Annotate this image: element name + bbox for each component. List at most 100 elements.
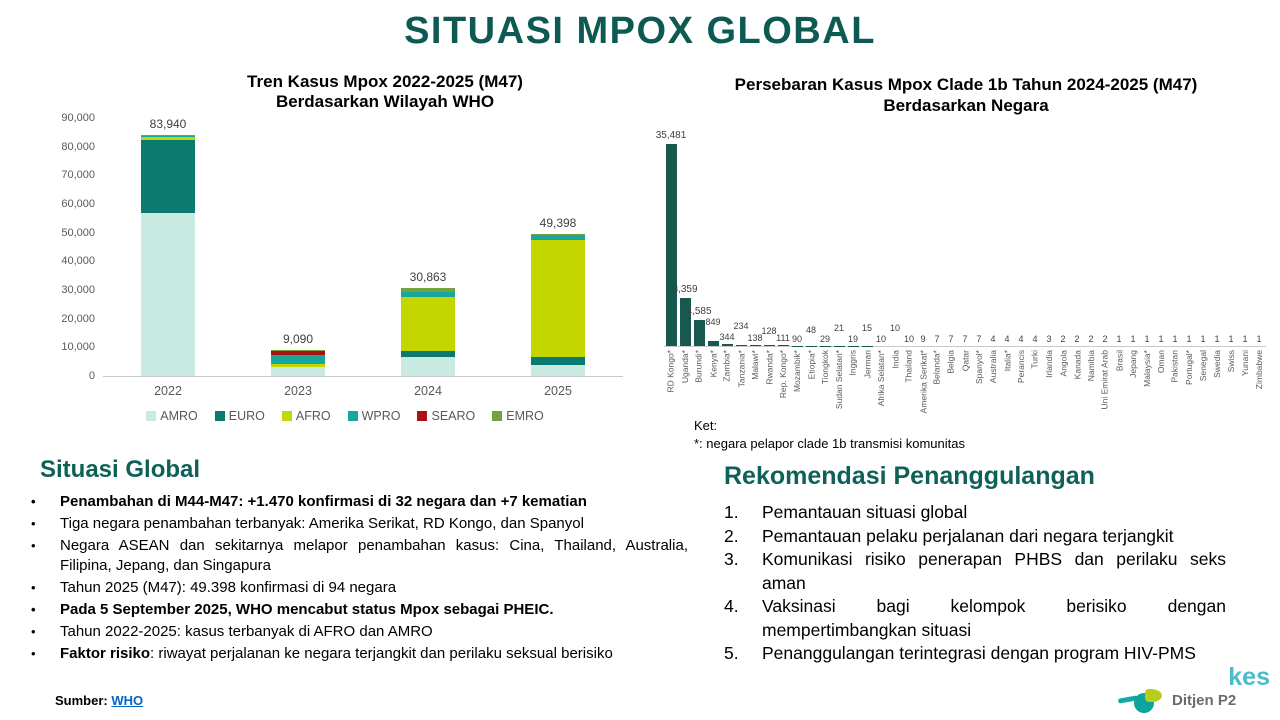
bar-segment-euro bbox=[141, 140, 195, 213]
country-bar bbox=[749, 345, 761, 346]
country-label: Angola bbox=[1058, 350, 1068, 377]
country-value-label: 35,481 bbox=[655, 130, 687, 141]
country-bar-slot: 10 bbox=[874, 144, 888, 346]
country-label-slot: Italia* bbox=[1000, 347, 1014, 439]
stacked-bar-2023 bbox=[271, 349, 325, 376]
country-label: Kenya* bbox=[708, 350, 718, 378]
country-value-label: 234 bbox=[733, 320, 749, 331]
bar-group-2025: 49,398 bbox=[493, 118, 623, 376]
rekomendasi-item-text: Komunikasi risiko penerapan PHBS dan per… bbox=[762, 549, 1226, 593]
country-bar-slot: 4 bbox=[1014, 144, 1028, 346]
country-bar bbox=[707, 341, 719, 346]
country-bar-slot: 138 bbox=[747, 144, 763, 346]
country-label: Malaysia* bbox=[1142, 350, 1152, 387]
country-label: Uganda* bbox=[680, 350, 690, 384]
situasi-global-heading: Situasi Global bbox=[40, 456, 201, 483]
country-label: Kanada bbox=[1072, 350, 1082, 380]
bar-segment-wpro bbox=[401, 292, 455, 298]
country-label: Qatar bbox=[960, 350, 970, 372]
country-bar-slot: 1 bbox=[1238, 144, 1252, 346]
legend-label: AFRO bbox=[295, 409, 331, 423]
rekomendasi-item-number: 3. bbox=[724, 549, 739, 569]
country-value-label: 2 bbox=[1088, 334, 1094, 344]
bar-segment-amro bbox=[401, 357, 455, 376]
country-value-label: 1 bbox=[1116, 334, 1122, 344]
rekomendasi-heading: Rekomendasi Penanggulangan bbox=[724, 462, 1095, 490]
legend-swatch-euro bbox=[214, 411, 225, 421]
country-value-label: 1 bbox=[1228, 334, 1234, 344]
y-axis-tick: 70,000 bbox=[61, 169, 95, 182]
country-bar-slot: 1 bbox=[1154, 144, 1168, 346]
country-value-label: 7 bbox=[962, 334, 968, 344]
country-label: Pakistan bbox=[1170, 350, 1180, 383]
country-label: Spanyol* bbox=[974, 350, 984, 385]
country-bar-slot: 4 bbox=[1000, 144, 1014, 346]
country-label-slot: Uni Emirat Arab bbox=[1098, 347, 1112, 439]
country-bar bbox=[777, 345, 789, 346]
source-line: Sumber: WHO bbox=[55, 693, 143, 708]
legend-item-afro: AFRO bbox=[281, 409, 331, 423]
country-value-label: 3 bbox=[1046, 334, 1052, 344]
bar-group-2022: 83,940 bbox=[103, 117, 233, 376]
y-axis-tick: 60,000 bbox=[61, 198, 95, 210]
legend-swatch-afro bbox=[281, 411, 292, 421]
country-value-label: 138 bbox=[747, 333, 763, 344]
country-bar-slot: 7 bbox=[972, 144, 986, 346]
situasi-bullet-item: Tiga negara penambahan terbanyak: Amerik… bbox=[28, 514, 688, 534]
country-value-label: 1 bbox=[1172, 334, 1178, 344]
bullet-bold-prefix: Faktor risiko bbox=[60, 645, 151, 662]
country-label-slot: Oman bbox=[1154, 347, 1168, 439]
x-axis-label-2022: 2022 bbox=[154, 384, 182, 398]
legend-item-emro: EMRO bbox=[492, 409, 544, 423]
country-label: Portugal* bbox=[1184, 350, 1194, 385]
rekomendasi-item-text: Pemantauan pelaku perjalanan dari negara… bbox=[762, 525, 1174, 546]
country-bar-slot: 1 bbox=[1112, 144, 1126, 346]
legend-label: AMRO bbox=[160, 409, 198, 423]
note-text: *: negara pelapor clade 1b transmisi kom… bbox=[694, 436, 965, 451]
country-label: Belgia bbox=[946, 350, 956, 374]
stacked-bar-2024 bbox=[401, 287, 455, 376]
country-bar-slot: 19 bbox=[846, 144, 860, 346]
country-label-slot: Swiss bbox=[1224, 347, 1238, 439]
kemkes-watermark: kes bbox=[1228, 663, 1270, 691]
rekomendasi-item: 1. Pemantauan situasi global bbox=[724, 501, 1226, 525]
situasi-bullet-item: Tahun 2022-2025: kasus terbanyak di AFRO… bbox=[28, 622, 688, 642]
legend-swatch-searo bbox=[417, 411, 428, 421]
legend-label: SEARO bbox=[431, 409, 476, 423]
country-bar-slot: 2 bbox=[1056, 144, 1070, 346]
bar-segment-amro bbox=[141, 212, 195, 376]
country-label: Brasil bbox=[1114, 350, 1124, 372]
bar-total-label: 30,863 bbox=[409, 269, 447, 284]
clade1b-country-chart: Persebaran Kasus Mpox Clade 1b Tahun 202… bbox=[655, 74, 1274, 451]
country-label: Irlandia bbox=[1044, 350, 1054, 378]
stacked-bar-2022 bbox=[141, 135, 195, 376]
situasi-bullet-item: Faktor risiko: riwayat perjalanan ke neg… bbox=[28, 644, 688, 664]
country-label-slot: Perancis bbox=[1014, 347, 1028, 439]
legend-label: EURO bbox=[228, 409, 265, 423]
country-bar-slot: 90 bbox=[790, 144, 804, 346]
country-value-label: 19 bbox=[847, 333, 859, 344]
country-bar-slot: 2 bbox=[1070, 144, 1084, 346]
country-value-label: 7 bbox=[934, 334, 940, 344]
country-label: Zimbabwe bbox=[1254, 350, 1264, 390]
country-bar-slot: 21 bbox=[832, 144, 846, 346]
country-value-label: 1 bbox=[1200, 334, 1206, 344]
country-value-label: 21 bbox=[833, 322, 845, 333]
legend-item-euro: EURO bbox=[214, 409, 265, 423]
source-who-link[interactable]: WHO bbox=[111, 693, 144, 708]
country-value-label: 4 bbox=[1004, 334, 1010, 344]
country-label: Turki bbox=[1030, 350, 1040, 369]
bar-segment-afro bbox=[401, 297, 455, 351]
country-label-slot: Pakistan bbox=[1168, 347, 1182, 439]
country-label: Amerika Serikat* bbox=[918, 350, 928, 414]
country-label-slot: Brasil bbox=[1112, 347, 1126, 439]
right-chart-title-line2: Berdasarkan Negara bbox=[883, 96, 1049, 115]
bar-segment-afro bbox=[141, 136, 195, 141]
legend-swatch-emro bbox=[492, 411, 503, 421]
situasi-bullet-item: Pada 5 September 2025, WHO mencabut stat… bbox=[28, 600, 688, 620]
rekomendasi-item: 2. Pemantauan pelaku perjalanan dari nega… bbox=[724, 525, 1226, 549]
y-axis-tick: 10,000 bbox=[61, 341, 95, 354]
country-label: Malawi* bbox=[750, 350, 760, 380]
country-bar-slot: 15 bbox=[860, 144, 874, 346]
country-label-slot: Angola bbox=[1056, 347, 1070, 439]
